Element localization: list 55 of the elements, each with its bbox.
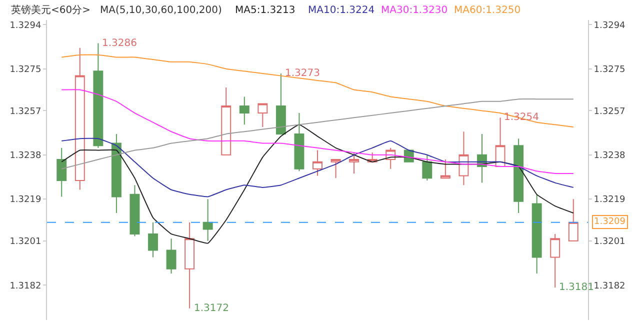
y2-tick-label: 1.3219 [594,195,626,206]
ref-line-label: 1.3209 [594,217,626,227]
candlestick [111,133,122,214]
y-tick-label: 1.3294 [10,20,42,31]
y-tick-label: 1.3238 [10,151,42,162]
candlestick [330,159,341,179]
candlestick [312,150,322,176]
candlestick [532,194,542,274]
candlestick [458,131,469,186]
line-series [61,124,574,244]
candlestick [148,222,158,258]
text: MA(5,10,30,60,100,200) [100,5,222,16]
candlestick [422,154,432,181]
y2-tick-label: 1.3201 [594,237,626,248]
candlestick [239,96,250,126]
y2-tick-label: 1.3294 [594,20,626,31]
annotation: 1.3172 [194,303,229,314]
candlestick [294,112,304,172]
text: MA5:1.3213 [235,5,296,16]
candlestick [184,222,195,309]
candlestick [221,86,232,156]
candlestick [440,159,450,179]
line-series [61,98,574,170]
candlestick [74,47,85,190]
y2-tick-label: 1.3182 [594,281,626,292]
candlestick [276,72,286,134]
candlestick [349,152,360,174]
candlestick [495,117,506,168]
candlestick [202,198,213,242]
chart-title: 英镑美元<60分> [11,4,90,16]
y2-tick-label: 1.3257 [594,106,626,117]
candlestick [56,147,67,198]
candlestick [93,42,104,148]
y-tick-label: 1.3201 [10,237,42,248]
y-tick-label: 1.3257 [10,106,42,117]
annotation: 1.3181 [559,282,594,293]
annotation: 1.3273 [285,68,320,79]
text: MA30:1.3230 [381,5,448,16]
y-tick-label: 1.3219 [10,195,42,206]
candlestick [550,233,560,288]
candlestick [568,198,578,242]
candlestick [130,184,140,237]
annotation: 1.3286 [102,38,137,49]
text: MA60:1.3250 [454,5,521,16]
line-series [61,138,574,198]
line-series [61,89,574,174]
y2-tick-label: 1.3238 [594,151,626,162]
candlestick [258,103,268,128]
y2-tick-label: 1.3275 [594,64,626,75]
line-series [61,54,574,128]
candlestick [514,138,524,214]
y-tick-label: 1.3275 [10,64,42,75]
candlestick [166,238,176,274]
text: MA10:1.3224 [308,5,375,16]
y-tick-label: 1.3182 [10,281,42,292]
